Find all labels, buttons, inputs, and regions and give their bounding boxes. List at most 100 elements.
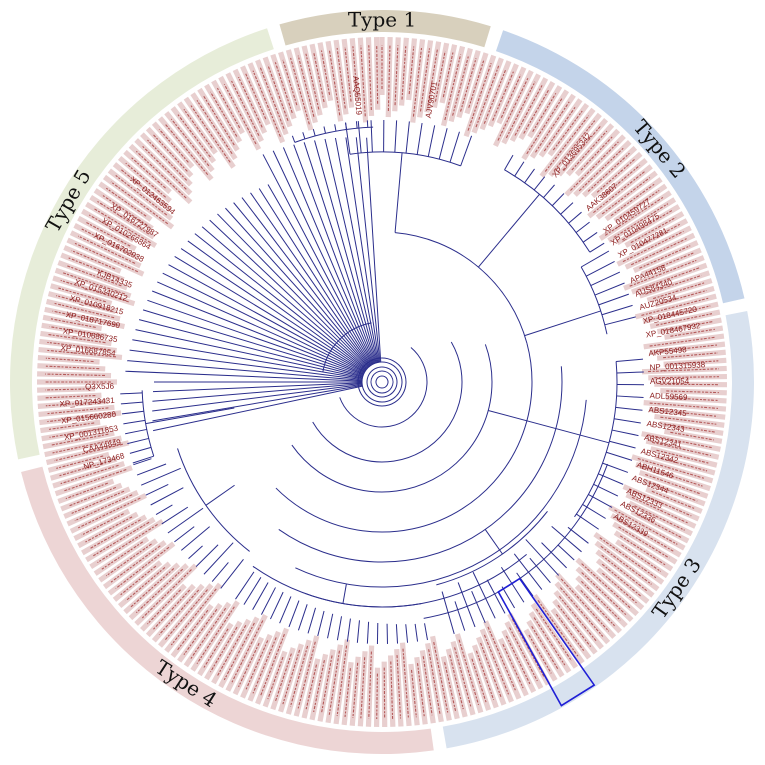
- leaf-label-text-mark: [125, 566, 166, 602]
- leaf-label-mark: [57, 478, 115, 504]
- leaf-label-text-mark: [587, 152, 630, 192]
- branch-radial: [449, 131, 460, 163]
- leaf-label-mark: [365, 645, 375, 727]
- leaf-label-mark: [440, 45, 466, 127]
- leaf-label-text-mark: [297, 55, 315, 117]
- branch-radial: [438, 128, 448, 160]
- leaf-label-text-mark: [434, 50, 446, 102]
- leaf-label-text-mark: [85, 221, 131, 247]
- branch-arc: [294, 126, 374, 143]
- branch-radial: [604, 316, 636, 326]
- leaf-label-text-mark: [401, 45, 407, 100]
- leaf-label-mark: [521, 89, 570, 161]
- leaf-label: AAQ55019: [351, 76, 363, 116]
- branch-radial: [195, 544, 219, 567]
- leaf-label-text-mark: [259, 634, 285, 697]
- leaf-label-text-mark: [622, 230, 684, 263]
- leaf-label: Q3X5J6: [85, 382, 115, 392]
- leaf-label-text-mark: [410, 669, 417, 718]
- branch-radial: [543, 184, 555, 198]
- leaf-label-text-mark: [68, 257, 119, 279]
- leaf-label-text-mark: [535, 101, 570, 153]
- leaf-label-text-mark: [666, 390, 719, 394]
- leaf-label-text-mark: [616, 517, 674, 552]
- branch-radial: [427, 125, 436, 157]
- branch-radial: [293, 144, 376, 364]
- leaf-label-text-mark: [158, 589, 200, 636]
- leaf-label-text-mark: [454, 647, 472, 708]
- leaf-label-text-mark: [629, 259, 697, 287]
- branch-radial: [243, 577, 262, 605]
- leaf-label-text-mark: [636, 513, 682, 538]
- leaf-label-mark: [85, 201, 158, 248]
- branch-radial: [551, 526, 582, 553]
- leaf-label-mark: [663, 428, 723, 444]
- branch-radial: [152, 383, 363, 402]
- branch-radial: [611, 429, 639, 437]
- leaf-label-text-mark: [502, 643, 524, 689]
- leaf-label-text-mark: [394, 45, 399, 106]
- leaf-label-text-mark: [336, 47, 346, 109]
- leaf-label-text-mark: [130, 568, 175, 608]
- leaf-label-text-mark: [654, 376, 719, 379]
- leaf-label-text-mark: [152, 134, 188, 172]
- leaf-label-text-mark: [581, 563, 632, 610]
- leaf-label-mark: [44, 306, 125, 330]
- leaf-label-text-mark: [320, 50, 331, 95]
- leaf-label-text-mark: [289, 645, 309, 707]
- segment-label-type2: Type 2: [629, 115, 691, 183]
- branch-radial: [488, 409, 610, 444]
- leaf-label-text-mark: [274, 653, 292, 702]
- branch-radial: [252, 582, 269, 611]
- branch-radial: [147, 299, 364, 376]
- leaf-label-text-mark: [105, 187, 147, 217]
- leaf-label-text-mark: [614, 509, 678, 545]
- leaf-label-text-mark: [621, 544, 662, 572]
- branch-radial: [541, 542, 567, 569]
- branch-radial: [188, 545, 203, 560]
- branch-radial: [297, 604, 308, 631]
- leaf-label-text-mark: [77, 497, 141, 529]
- branch-radial: [501, 586, 516, 609]
- leaf-label-text-mark: [352, 46, 358, 95]
- branch-radial: [217, 213, 369, 369]
- branch-radial: [317, 610, 325, 637]
- leaf-label-mark: [599, 158, 648, 200]
- branch-radial: [366, 137, 382, 363]
- leaf-label-text-mark: [54, 302, 115, 319]
- leaf-label-text-mark: [652, 282, 705, 300]
- branch-radial: [557, 544, 575, 561]
- leaf-label-text-mark: [637, 267, 700, 291]
- leaf-label-text-mark: [543, 105, 577, 152]
- branch-radial: [187, 240, 367, 371]
- leaf-label-text-mark: [559, 587, 604, 637]
- branch-radial: [356, 620, 360, 643]
- leaf-label-text-mark: [645, 274, 702, 295]
- leaf-label-text-mark: [45, 401, 102, 407]
- leaf-label-text-mark: [81, 513, 124, 536]
- leaf-label-text-mark: [670, 431, 715, 441]
- branch-arc: [366, 366, 398, 398]
- leaf-label-text-mark: [62, 469, 127, 492]
- branch-radial: [582, 504, 606, 519]
- leaf-label-text-mark: [65, 264, 122, 287]
- segment-type2: [495, 30, 745, 304]
- branch-radial: [155, 504, 173, 516]
- leaf-label: NP_001315938: [649, 360, 706, 372]
- branch-radial: [598, 473, 624, 485]
- leaf-label-text-mark: [252, 637, 277, 694]
- leaf-label-text-mark: [649, 336, 717, 347]
- branch-radial: [291, 135, 296, 143]
- segment-type5: [9, 28, 274, 460]
- leaf-label-text-mark: [305, 53, 320, 110]
- branch-radial: [500, 566, 525, 603]
- branch-radial: [262, 154, 374, 365]
- branch-radial: [346, 618, 351, 642]
- branch-radial: [414, 623, 419, 642]
- branch-radial: [529, 557, 551, 584]
- leaf-label-text-mark: [115, 546, 170, 589]
- leaf-label-text-mark: [571, 130, 608, 171]
- leaf-label-text-mark: [427, 49, 438, 107]
- leaf-label-text-mark: [601, 554, 647, 592]
- leaf-label-text-mark: [480, 642, 502, 698]
